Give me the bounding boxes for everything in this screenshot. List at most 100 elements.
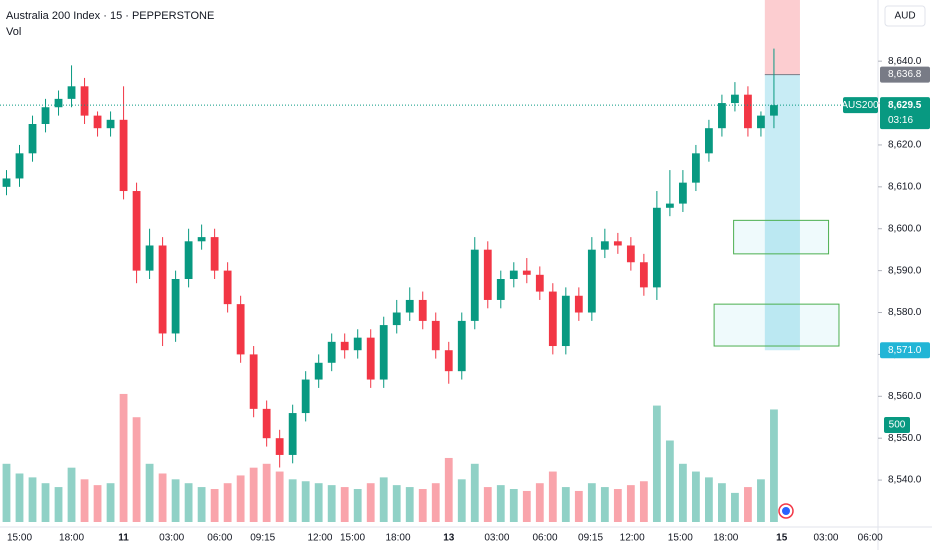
x-tick-label: 09:15 [250, 533, 275, 544]
candle-body [731, 94, 739, 104]
volume-bar [132, 417, 141, 522]
candle-body [483, 249, 492, 300]
volume-bar [366, 483, 375, 522]
volume-bar [106, 483, 115, 522]
event-icon-dot [782, 507, 790, 515]
candle-body [28, 124, 37, 154]
candle-body [757, 115, 765, 129]
candle-body [67, 86, 76, 99]
candle-body [197, 237, 206, 242]
candle-body [119, 119, 128, 192]
candle-body [171, 279, 180, 334]
y-tick-label: 8,550.0 [888, 433, 922, 444]
volume-bar [210, 489, 219, 522]
candle-body [744, 94, 752, 129]
volume-bar [444, 457, 453, 522]
y-tick-label: 8,640.0 [888, 56, 922, 67]
candle-body [665, 203, 674, 208]
volume-bar [744, 487, 752, 522]
volume-bar [639, 481, 648, 522]
volume-bar [340, 487, 349, 522]
volume-bar [548, 471, 557, 522]
volume-bar [93, 485, 102, 522]
volume-bar [236, 475, 245, 522]
candle-body [418, 299, 427, 321]
y-tick-label: 8,590.0 [888, 265, 922, 276]
candle-body [379, 325, 388, 380]
volume-bar [509, 489, 518, 522]
candle-body [626, 245, 635, 263]
candle-body [210, 237, 219, 271]
candle-body [132, 191, 141, 271]
x-tick-label: 15 [776, 533, 788, 544]
currency-box[interactable] [884, 5, 926, 27]
candle-body [301, 379, 310, 414]
volume-bar [2, 463, 11, 522]
volume-bar [757, 479, 765, 522]
volume-bar [678, 463, 687, 522]
volume-bar [28, 477, 37, 522]
volume-bar [613, 489, 622, 522]
candle-body [600, 241, 609, 250]
candle-body [587, 249, 596, 313]
price-tag [880, 66, 930, 83]
volume-bar [665, 440, 674, 522]
candle-body [718, 103, 726, 129]
x-tick-label: 09:15 [578, 533, 603, 544]
volume-bar [158, 473, 167, 522]
candle-body [106, 119, 115, 129]
x-tick-label: 15:00 [340, 533, 365, 544]
candle-body [770, 105, 778, 116]
price-tag [880, 342, 930, 359]
volume-bar [522, 490, 531, 522]
candle-body [314, 362, 323, 380]
volume-indicator: Vol [6, 26, 21, 38]
volume-bar [15, 473, 24, 522]
x-tick-label: 06:00 [858, 533, 883, 544]
volume-bar [275, 471, 284, 522]
candle-body [548, 291, 557, 347]
chart-title: Australia 200 Index · 15 · PEPPERSTONE [6, 10, 214, 22]
candle-body [366, 337, 375, 380]
volume-bar [41, 483, 50, 522]
x-tick-label: 12:00 [620, 533, 645, 544]
volume-bar [705, 477, 713, 522]
candle-body [41, 107, 50, 124]
volume-bar [561, 487, 570, 522]
candle-body [223, 270, 232, 305]
volume-bar [301, 481, 310, 522]
candle-body [158, 245, 167, 334]
volume-bar [262, 463, 271, 522]
volume-bar [119, 393, 128, 522]
y-tick-label: 8,600.0 [888, 223, 922, 234]
price-tag-label: 8,636.8 [888, 69, 922, 80]
volume-bar [288, 479, 297, 522]
volume-bar [731, 492, 739, 522]
volume-bar [718, 483, 726, 522]
candle-body [522, 270, 531, 275]
volume-tag-label: 500 [889, 420, 906, 431]
y-tick-label: 8,620.0 [888, 140, 922, 151]
volume-bar [496, 485, 505, 522]
candle-body [457, 320, 466, 372]
volume-bar [392, 485, 401, 522]
countdown: 03:16 [888, 115, 913, 126]
x-tick-label: 15:00 [7, 533, 32, 544]
volume-bar [184, 483, 193, 522]
candle-body [574, 295, 583, 313]
zone [713, 303, 840, 347]
volume-bar [770, 409, 778, 522]
volume-bar [314, 483, 323, 522]
volume-tag [884, 416, 910, 433]
volume-bar [327, 485, 336, 522]
candle-body [705, 128, 713, 154]
volume-bar [171, 479, 180, 522]
candle-body [353, 337, 362, 351]
y-tick-label: 8,610.0 [888, 181, 922, 192]
currency: AUD [894, 11, 915, 22]
volume-bar [197, 487, 206, 522]
last-price-tag [880, 97, 930, 130]
candle-body [691, 153, 700, 183]
candle-body [509, 270, 518, 279]
